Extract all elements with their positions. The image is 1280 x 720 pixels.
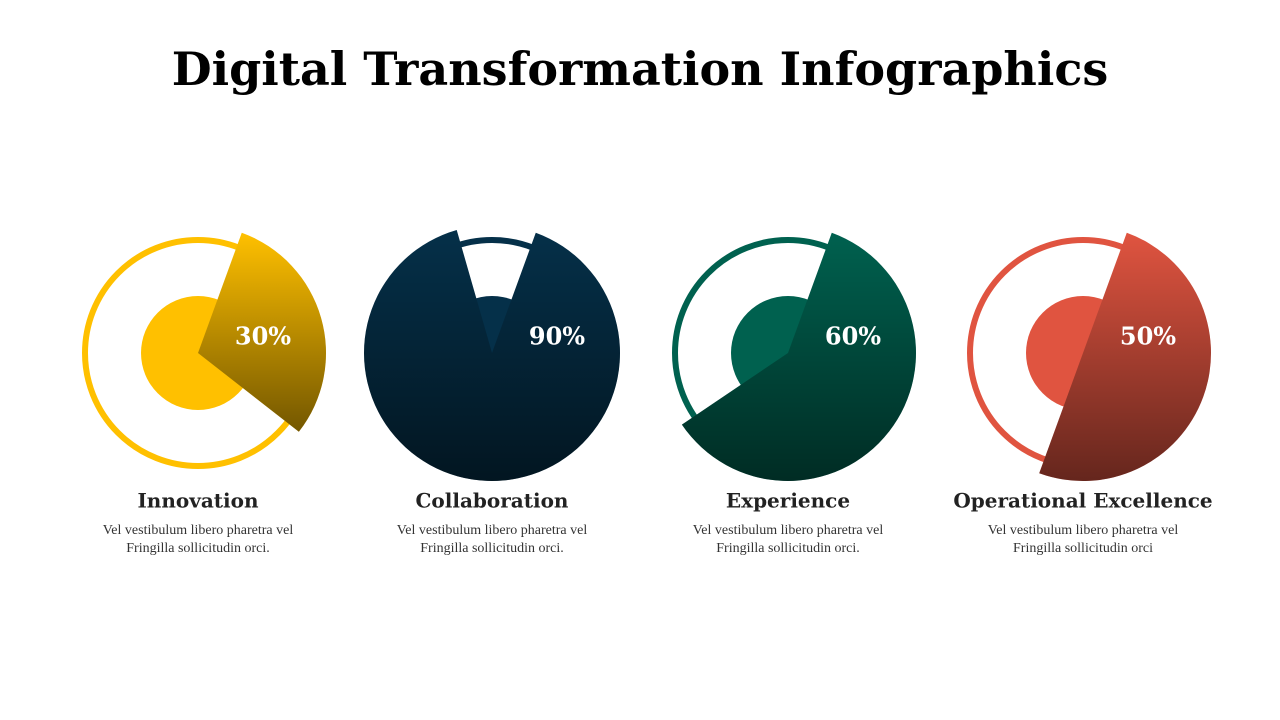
wedge-shade (363, 229, 620, 481)
value-label: 60% (825, 322, 881, 351)
item-description: Vel vestibulum libero pharetra vel (988, 523, 1179, 538)
wedge-shade (198, 232, 326, 432)
item-description: Vel vestibulum libero pharetra vel (693, 523, 884, 538)
wedge-shade (681, 232, 916, 481)
item-description: Fringilla sollicitudin orci. (420, 541, 564, 556)
item-description: Vel vestibulum libero pharetra vel (397, 523, 588, 538)
value-label: 90% (529, 322, 585, 351)
item-description: Vel vestibulum libero pharetra vel (103, 523, 294, 538)
item-name: Collaboration (416, 489, 569, 513)
item-name: Innovation (137, 489, 259, 513)
item-description: Fringilla sollicitudin orci (1013, 541, 1153, 556)
value-label: 50% (1120, 322, 1176, 351)
value-label: 30% (235, 322, 291, 351)
item-description: Fringilla sollicitudin orci. (126, 541, 270, 556)
title: Digital Transformation Infographics (172, 42, 1109, 96)
item-name: Operational Excellence (953, 489, 1212, 513)
wedge-shade (1039, 232, 1211, 481)
item-description: Fringilla sollicitudin orci. (716, 541, 860, 556)
item-name: Experience (726, 489, 850, 513)
